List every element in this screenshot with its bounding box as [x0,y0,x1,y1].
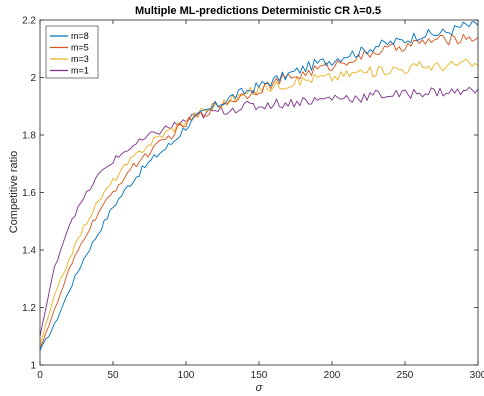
x-tick-label: 50 [107,370,119,381]
legend-box [45,25,99,79]
x-tick-label: 250 [397,370,414,381]
legend-label: m=3 [71,54,89,64]
legend: m=8 m=5m=3 m=1 [45,25,99,79]
y-tick-label: 1.6 [22,188,36,199]
x-tick-label: 150 [251,370,268,381]
plot-frame [39,19,479,366]
y-tick-label: 2 [30,73,36,84]
x-tick-label: 100 [178,370,195,381]
y-tick-label: 1.4 [22,246,36,257]
x-tick-label: 0 [37,370,43,381]
y-axis-label: Competitive ratio [8,151,20,234]
y-tick-label: 2.2 [22,16,36,27]
axis-ticks: 0 50 100 150 200 250 300 1 1.2 1.4 1.6 1.8 2 2.2 [22,16,484,382]
y-tick-label: 1.8 [22,131,36,142]
chart-title: Multiple ML-predictions Deterministic CR… [135,5,381,17]
series-line-m=8 [39,20,479,351]
series-line-m=1 [39,86,479,337]
legend-label: m=5 [71,43,89,53]
legend-label: m=1 [71,66,89,76]
y-tick-label: 1 [30,361,36,372]
legend-label: m=8 [71,31,89,41]
x-tick-label: 200 [324,370,341,381]
x-tick-label: 300 [470,370,484,381]
y-tick-label: 1.2 [22,303,36,314]
x-axis-label: σ [256,382,263,394]
series-line-m=5 [39,33,479,348]
series-lines [39,20,479,351]
plot-area [40,20,478,365]
